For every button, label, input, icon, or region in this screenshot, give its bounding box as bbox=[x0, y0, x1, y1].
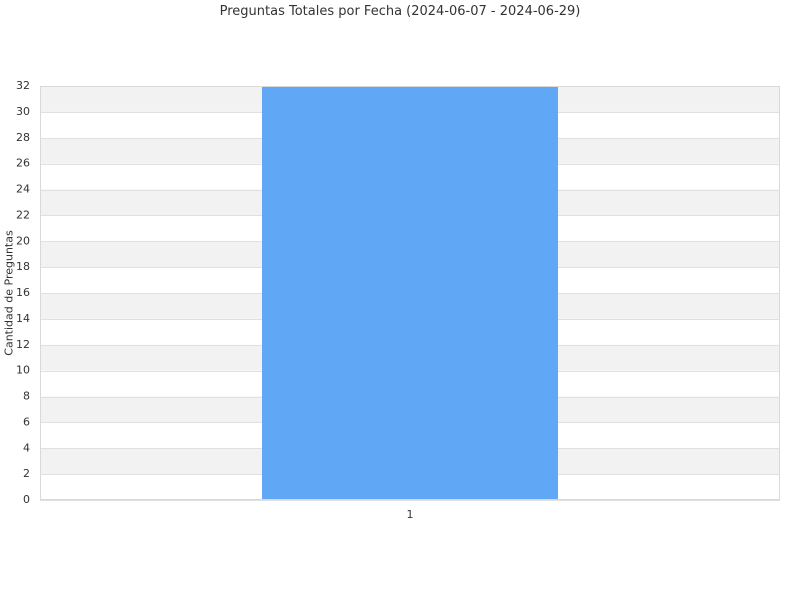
y-tick-label: 16 bbox=[16, 286, 30, 299]
x-axis-ticks: 1 bbox=[407, 508, 414, 521]
y-tick-label: 20 bbox=[16, 234, 30, 247]
y-tick-label: 0 bbox=[23, 493, 30, 506]
plot-border bbox=[40, 86, 780, 500]
y-tick-label: 10 bbox=[16, 364, 30, 377]
bars bbox=[262, 86, 558, 500]
bar bbox=[262, 86, 558, 500]
y-tick-label: 26 bbox=[16, 157, 30, 170]
y-tick-label: 6 bbox=[23, 415, 30, 428]
y-tick-label: 12 bbox=[16, 338, 30, 351]
y-tick-label: 22 bbox=[16, 208, 30, 221]
y-tick-label: 30 bbox=[16, 105, 30, 118]
plot-frame bbox=[40, 86, 780, 500]
y-tick-label: 18 bbox=[16, 260, 30, 273]
x-tick-label: 1 bbox=[407, 508, 414, 521]
y-tick-label: 2 bbox=[23, 467, 30, 480]
y-tick-label: 28 bbox=[16, 131, 30, 144]
y-tick-label: 8 bbox=[23, 390, 30, 403]
y-tick-label: 14 bbox=[16, 312, 30, 325]
chart-title: Preguntas Totales por Fecha (2024-06-07 … bbox=[219, 4, 581, 19]
y-tick-label: 32 bbox=[16, 79, 30, 92]
y-tick-label: 24 bbox=[16, 183, 30, 196]
y-tick-label: 4 bbox=[23, 441, 30, 454]
